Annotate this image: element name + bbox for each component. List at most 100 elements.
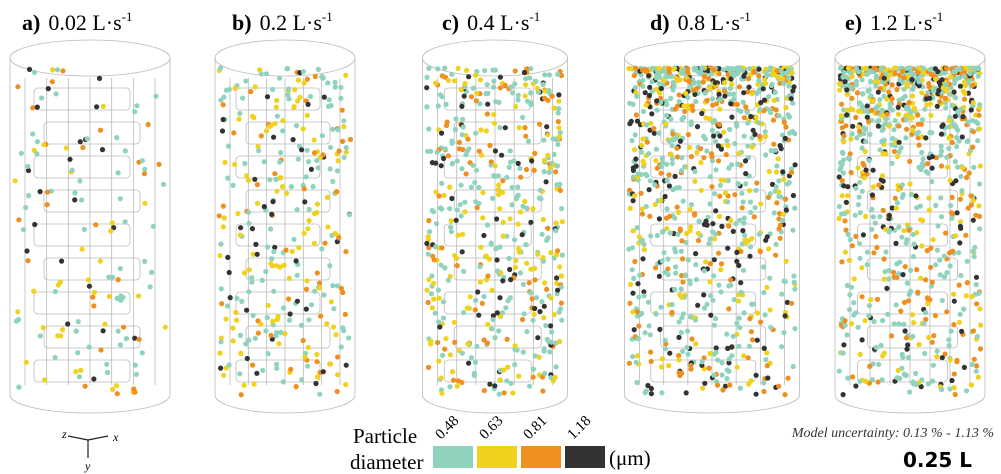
particle [335, 283, 340, 288]
particle [288, 367, 293, 372]
particle [271, 289, 276, 294]
particle [460, 351, 465, 356]
particle [269, 256, 274, 261]
particle [917, 165, 922, 170]
particle [857, 195, 862, 200]
particle [957, 283, 962, 288]
particle [299, 147, 304, 152]
particle [151, 224, 156, 229]
particle [632, 193, 637, 198]
particle [473, 307, 478, 312]
particle [740, 228, 745, 233]
particle [511, 158, 516, 163]
particle [757, 232, 762, 237]
particle [756, 120, 761, 125]
particle [975, 65, 980, 70]
particle [115, 296, 120, 301]
particle [472, 371, 477, 376]
particle [737, 316, 742, 321]
particle [516, 93, 521, 98]
particle [692, 68, 697, 73]
particle [732, 141, 737, 146]
particle [863, 139, 868, 144]
particle [280, 184, 285, 189]
particle [680, 256, 685, 261]
particle [463, 152, 468, 157]
particle [497, 377, 502, 382]
particle [482, 337, 487, 342]
particle [131, 386, 136, 391]
particle [847, 307, 852, 312]
particle [327, 97, 332, 102]
particle [764, 70, 769, 75]
particle [927, 96, 932, 101]
particle [860, 189, 865, 194]
particle [547, 349, 552, 354]
particle [559, 318, 564, 323]
particle [118, 342, 123, 347]
particle [781, 177, 786, 182]
particle [312, 137, 317, 142]
particle [42, 377, 47, 382]
particle [673, 271, 678, 276]
particle [776, 178, 781, 183]
particle [453, 127, 458, 132]
y-label: y [84, 459, 91, 473]
legend-swatch [477, 446, 517, 468]
particle [908, 181, 913, 186]
baffle-box [34, 156, 130, 178]
particle [726, 178, 731, 183]
particle [238, 225, 243, 230]
particle [754, 180, 759, 185]
particle [441, 156, 446, 161]
particle [792, 206, 797, 211]
particle [886, 89, 891, 94]
particle [765, 375, 770, 380]
particle [908, 65, 913, 70]
particle [256, 148, 261, 153]
particle [920, 218, 925, 223]
particle [262, 159, 267, 164]
particle [841, 392, 846, 397]
particle [952, 89, 957, 94]
particle [661, 78, 666, 83]
particle [647, 214, 652, 219]
particle [761, 389, 766, 394]
particle [845, 184, 850, 189]
particle [702, 305, 707, 310]
particle [703, 91, 708, 96]
particle [712, 257, 717, 262]
particle [937, 99, 942, 104]
particle [274, 98, 279, 103]
particle [246, 178, 251, 183]
particle [101, 104, 106, 109]
particle [741, 74, 746, 79]
particle [911, 320, 916, 325]
particle [660, 356, 665, 361]
particle [541, 138, 546, 143]
particle [957, 139, 962, 144]
particle [867, 364, 872, 369]
particle [785, 181, 790, 186]
particle [922, 107, 927, 112]
particle [951, 123, 956, 128]
particle [541, 255, 546, 260]
particle [633, 132, 638, 137]
particle [957, 320, 962, 325]
particle [330, 283, 335, 288]
particle [739, 191, 744, 196]
particle [437, 324, 442, 329]
particle [693, 262, 698, 267]
particle [935, 104, 940, 109]
particle [902, 75, 907, 80]
particle [679, 249, 684, 254]
particle [648, 233, 653, 238]
particle [275, 114, 280, 119]
particle [718, 183, 723, 188]
particle [104, 362, 109, 367]
particle [653, 265, 658, 270]
particle [439, 181, 444, 186]
particle [883, 227, 888, 232]
particle [779, 146, 784, 151]
particle [26, 193, 31, 198]
